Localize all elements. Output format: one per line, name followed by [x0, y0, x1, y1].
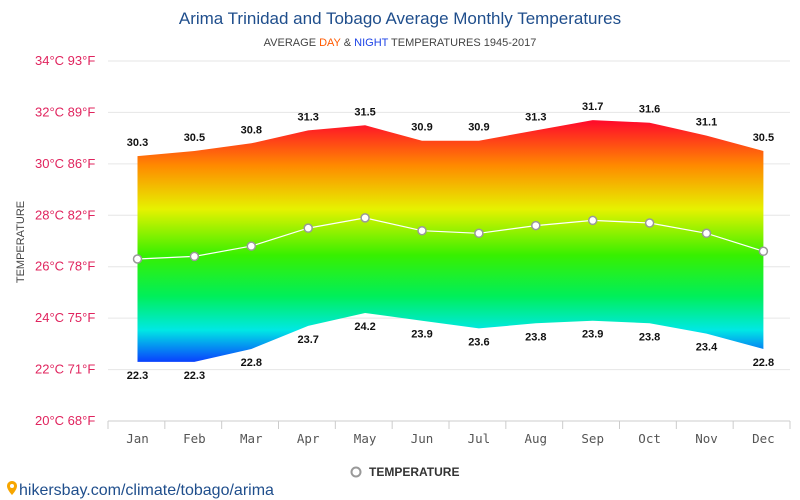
y-tick-label: 20°C 68°F: [35, 413, 95, 428]
night-value-label: 22.3: [127, 370, 148, 382]
x-tick-label: Jun: [411, 431, 434, 446]
night-value-label: 23.7: [297, 334, 318, 346]
night-value-label: 22.3: [184, 370, 205, 382]
temperature-point[interactable]: [189, 251, 200, 262]
day-value-label: 30.9: [411, 122, 432, 134]
temperature-point[interactable]: [644, 218, 655, 228]
x-tick-label: Nov: [695, 431, 718, 446]
night-value-label: 23.8: [639, 331, 660, 343]
night-value-label: 23.9: [411, 329, 432, 341]
temperature-point[interactable]: [360, 213, 370, 223]
day-value-label: 30.3: [127, 137, 148, 149]
y-tick-label: 22°C 71°F: [35, 362, 95, 377]
y-tick-label: 28°C 82°F: [35, 207, 95, 222]
map-pin-icon: [7, 481, 17, 495]
x-tick-label: Oct: [638, 431, 661, 446]
temperature-point[interactable]: [587, 215, 598, 226]
night-value-label: 22.8: [241, 357, 262, 369]
chart-subtitle: AVERAGE DAY & NIGHT TEMPERATURES 1945-20…: [264, 37, 537, 49]
night-value-label: 23.6: [468, 336, 489, 348]
x-tick-label: Jul: [468, 431, 491, 446]
day-value-label: 31.6: [639, 104, 660, 116]
day-value-label: 31.1: [696, 117, 717, 129]
data-labels: 30.3 30.5 30.8 31.3 31.5 30.9 30.9 31.3 31.7 31.6…: [127, 101, 774, 382]
day-night-range-area: [137, 120, 764, 362]
temperature-point[interactable]: [417, 225, 427, 236]
x-tick-label: Mar: [240, 431, 263, 446]
subtitle-day: DAY: [319, 37, 341, 49]
temperature-line: [137, 217, 764, 260]
temperature-point[interactable]: [132, 254, 143, 264]
night-value-label: 22.8: [753, 357, 774, 369]
x-tick-label: May: [354, 431, 377, 446]
x-tick-label: Apr: [297, 431, 320, 446]
night-value-label: 23.4: [696, 342, 718, 354]
y-tick-label: 24°C 75°F: [35, 310, 95, 325]
y-tick-label: 30°C 86°F: [35, 156, 95, 171]
temperature-point[interactable]: [531, 220, 541, 231]
temperature-point[interactable]: [758, 246, 769, 257]
day-value-label: 31.3: [525, 111, 546, 123]
x-tick-label: Jan: [126, 431, 149, 446]
temperature-point[interactable]: [246, 241, 257, 251]
night-value-label: 24.2: [354, 321, 375, 333]
y-axis-ticks: 20°C 68°F 22°C 71°F 24°C 75°F 26°C 78°F 28°C…: [35, 53, 95, 428]
night-value-label: 23.9: [582, 329, 603, 341]
subtitle-suffix: TEMPERATURES 1945-2017: [388, 37, 536, 49]
day-value-label: 30.5: [753, 132, 774, 144]
circle-marker-icon: [350, 466, 362, 478]
x-tick-label: Aug: [525, 431, 548, 446]
subtitle-amp: &: [341, 37, 354, 49]
temperature-markers: [132, 213, 769, 264]
day-value-label: 31.5: [354, 106, 375, 118]
chart-title: Arima Trinidad and Tobago Average Monthl…: [179, 9, 621, 28]
temperature-point[interactable]: [701, 228, 712, 239]
x-axis-ticks: Jan Feb Mar Apr May Jun Jul Aug Sep Oct Nov Dec: [107, 420, 791, 446]
legend[interactable]: TEMPERATURE: [350, 465, 460, 479]
day-value-label: 31.3: [297, 111, 318, 123]
legend-label: TEMPERATURE: [369, 465, 459, 479]
subtitle-night: NIGHT: [354, 37, 389, 49]
x-tick-label: Dec: [752, 431, 775, 446]
subtitle-prefix: AVERAGE: [264, 37, 319, 49]
y-tick-label: 26°C 78°F: [35, 259, 95, 274]
x-tick-label: Feb: [183, 431, 206, 446]
day-value-label: 30.5: [184, 132, 205, 144]
temperature-point[interactable]: [474, 228, 484, 239]
day-value-label: 31.7: [582, 101, 603, 113]
y-axis-label: TEMPERATURE: [15, 201, 27, 283]
x-tick-label: Sep: [581, 431, 604, 446]
y-tick-label: 32°C 89°F: [35, 104, 95, 119]
source-text: hikersbay.com/climate/tobago/arima: [19, 482, 274, 499]
y-tick-label: 34°C 93°F: [35, 53, 95, 68]
source-link[interactable]: hikersbay.com/climate/tobago/arima: [7, 481, 274, 499]
night-value-label: 23.8: [525, 331, 546, 343]
day-value-label: 30.8: [241, 124, 262, 136]
day-value-label: 30.9: [468, 122, 489, 134]
temperature-point[interactable]: [303, 223, 313, 233]
